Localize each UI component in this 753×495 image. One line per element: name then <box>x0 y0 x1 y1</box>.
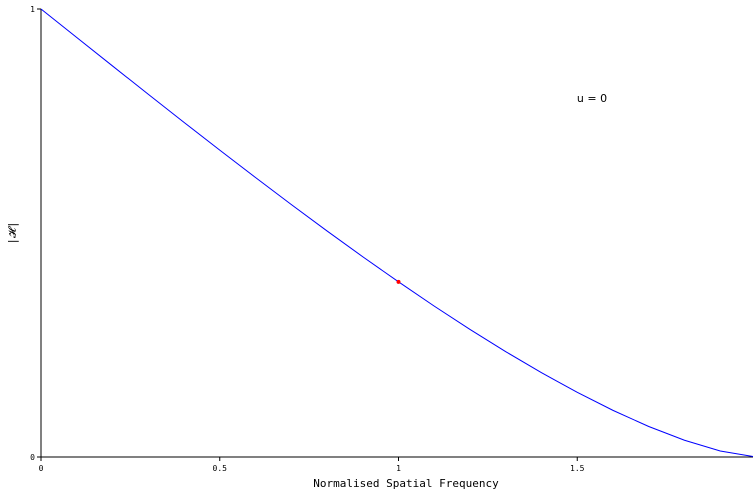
y-axis-label: |𝓗| <box>6 221 19 244</box>
line <box>40 8 753 458</box>
point-marker <box>396 279 401 284</box>
y-tick-label: 0 <box>30 453 35 462</box>
x-tick-label: 0.5 <box>213 464 228 473</box>
x-tick-label: 1.5 <box>570 464 585 473</box>
x-tick-label: 0 <box>39 464 44 473</box>
x-tick-label: 1 <box>396 464 401 473</box>
x-axis-label: Normalised Spatial Frequency <box>313 477 499 490</box>
annotation: u = 0 <box>577 92 607 105</box>
y-tick-label: 1 <box>30 5 35 14</box>
